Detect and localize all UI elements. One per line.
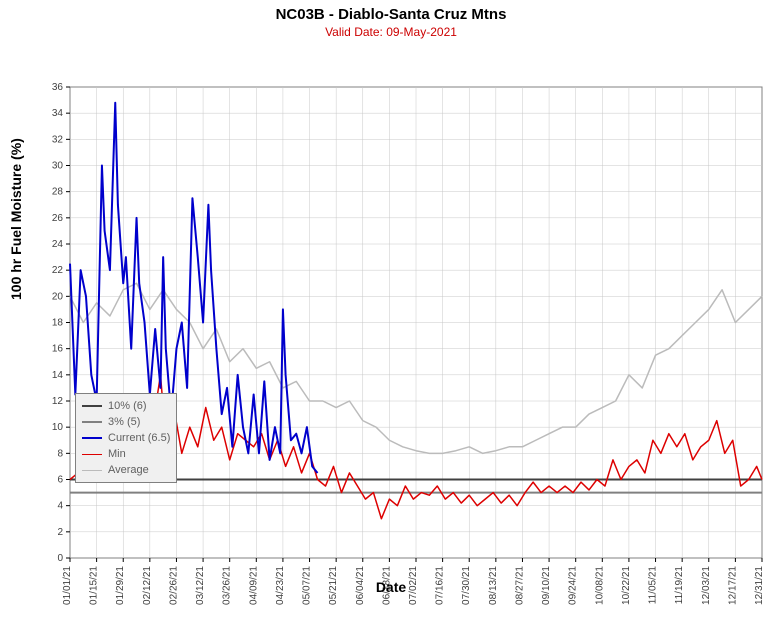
chart-plot: 02468101214161820222426283032343601/01/2… — [0, 39, 782, 638]
legend-swatch — [82, 454, 102, 455]
svg-text:12: 12 — [52, 396, 64, 407]
legend: 10% (6) 3% (5) Current (6.5) Min Average — [75, 393, 177, 483]
legend-item: Current (6.5) — [82, 430, 170, 446]
chart-subtitle: Valid Date: 09-May-2021 — [0, 23, 782, 39]
svg-text:0: 0 — [57, 553, 63, 564]
svg-text:14: 14 — [52, 370, 64, 381]
legend-item: Min — [82, 446, 170, 462]
chart-title: NC03B - Diablo-Santa Cruz Mtns — [0, 0, 782, 23]
legend-swatch — [82, 421, 102, 423]
x-axis-label: Date — [0, 579, 782, 595]
legend-swatch — [82, 437, 102, 439]
svg-text:32: 32 — [52, 134, 64, 145]
legend-swatch — [82, 405, 102, 407]
legend-item: Average — [82, 462, 170, 478]
svg-text:18: 18 — [52, 318, 64, 329]
legend-label: Average — [108, 464, 149, 476]
y-axis-label: 100 hr Fuel Moisture (%) — [8, 138, 24, 300]
svg-text:4: 4 — [57, 501, 63, 512]
svg-text:6: 6 — [57, 475, 63, 486]
svg-text:24: 24 — [52, 239, 64, 250]
svg-text:10: 10 — [52, 422, 64, 433]
svg-text:20: 20 — [52, 291, 64, 302]
legend-item: 10% (6) — [82, 398, 170, 414]
svg-text:22: 22 — [52, 265, 64, 276]
legend-label: Min — [108, 448, 126, 460]
svg-text:36: 36 — [52, 82, 64, 93]
svg-text:28: 28 — [52, 187, 64, 198]
legend-label: Current (6.5) — [108, 432, 170, 444]
svg-text:34: 34 — [52, 108, 64, 119]
svg-text:16: 16 — [52, 344, 64, 355]
legend-label: 3% (5) — [108, 416, 140, 428]
svg-text:2: 2 — [57, 527, 63, 538]
chart-container: NC03B - Diablo-Santa Cruz Mtns Valid Dat… — [0, 0, 782, 599]
svg-text:26: 26 — [52, 213, 64, 224]
legend-item: 3% (5) — [82, 414, 170, 430]
svg-text:30: 30 — [52, 161, 64, 172]
legend-label: 10% (6) — [108, 400, 147, 412]
legend-swatch — [82, 470, 102, 471]
svg-text:8: 8 — [57, 448, 63, 459]
